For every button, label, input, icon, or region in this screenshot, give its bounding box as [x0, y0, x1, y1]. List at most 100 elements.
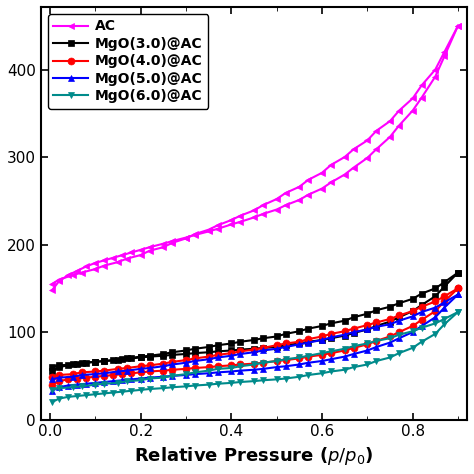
MgO(5.0)@AC — [365, 347, 370, 353]
MgO(3.0)@AC — [92, 359, 98, 365]
MgO(5.0)@AC — [74, 382, 80, 387]
MgO(4.0)@AC — [110, 372, 116, 378]
AC — [92, 260, 98, 266]
AC — [387, 134, 393, 140]
MgO(3.0)@AC — [442, 284, 447, 290]
MgO(3.0)@AC — [65, 363, 71, 368]
MgO(5.0)@AC — [170, 373, 175, 379]
MgO(3.0)@AC — [419, 302, 425, 308]
MgO(4.0)@AC — [49, 382, 55, 387]
MgO(3.0)@AC — [192, 350, 198, 356]
AC — [319, 186, 325, 191]
MgO(6.0)@AC — [351, 365, 356, 370]
MgO(4.0)@AC — [83, 375, 89, 381]
MgO(3.0)@AC — [410, 308, 416, 314]
MgO(3.0)@AC — [110, 357, 116, 363]
MgO(5.0)@AC — [138, 376, 144, 382]
MgO(4.0)@AC — [215, 364, 220, 369]
MgO(3.0)@AC — [296, 341, 302, 346]
MgO(4.0)@AC — [228, 363, 234, 368]
AC — [455, 23, 461, 28]
MgO(5.0)@AC — [56, 384, 62, 390]
AC — [138, 247, 144, 253]
MgO(5.0)@AC — [206, 370, 211, 376]
MgO(3.0)@AC — [306, 339, 311, 345]
X-axis label: Relative Pressure ($p/p_0$): Relative Pressure ($p/p_0$) — [134, 445, 374, 467]
MgO(3.0)@AC — [260, 345, 266, 351]
MgO(4.0)@AC — [92, 374, 98, 380]
MgO(5.0)@AC — [410, 329, 416, 335]
MgO(6.0)@AC — [319, 370, 325, 376]
MgO(6.0)@AC — [101, 391, 107, 396]
AC — [83, 264, 89, 269]
MgO(5.0)@AC — [455, 292, 461, 297]
MgO(4.0)@AC — [274, 358, 280, 364]
AC — [442, 54, 447, 59]
MgO(4.0)@AC — [351, 345, 356, 351]
MgO(5.0)@AC — [237, 368, 243, 374]
AC — [396, 123, 402, 128]
MgO(6.0)@AC — [192, 383, 198, 388]
MgO(5.0)@AC — [160, 374, 166, 380]
MgO(4.0)@AC — [455, 285, 461, 291]
MgO(3.0)@AC — [128, 356, 134, 361]
MgO(6.0)@AC — [183, 383, 189, 389]
MgO(3.0)@AC — [228, 347, 234, 353]
Line: MgO(3.0)@AC: MgO(3.0)@AC — [49, 269, 462, 375]
MgO(6.0)@AC — [119, 389, 125, 394]
MgO(3.0)@AC — [237, 347, 243, 353]
MgO(6.0)@AC — [49, 399, 55, 405]
AC — [128, 250, 134, 255]
MgO(5.0)@AC — [183, 372, 189, 378]
MgO(5.0)@AC — [251, 367, 257, 373]
Legend: AC, MgO(3.0)@AC, MgO(4.0)@AC, MgO(5.0)@AC, MgO(6.0)@AC: AC, MgO(3.0)@AC, MgO(4.0)@AC, MgO(5.0)@A… — [48, 14, 208, 109]
MgO(6.0)@AC — [56, 396, 62, 401]
MgO(5.0)@AC — [119, 377, 125, 383]
MgO(6.0)@AC — [206, 382, 211, 387]
MgO(3.0)@AC — [342, 333, 347, 338]
MgO(3.0)@AC — [138, 355, 144, 360]
MgO(4.0)@AC — [170, 367, 175, 373]
AC — [192, 232, 198, 238]
MgO(5.0)@AC — [260, 366, 266, 372]
MgO(3.0)@AC — [387, 319, 393, 324]
MgO(3.0)@AC — [74, 361, 80, 366]
AC — [49, 287, 55, 293]
MgO(5.0)@AC — [49, 388, 55, 393]
AC — [410, 108, 416, 113]
AC — [351, 164, 356, 170]
MgO(3.0)@AC — [365, 327, 370, 332]
MgO(3.0)@AC — [101, 358, 107, 364]
MgO(5.0)@AC — [342, 354, 347, 359]
MgO(6.0)@AC — [147, 386, 153, 392]
MgO(4.0)@AC — [65, 376, 71, 382]
MgO(4.0)@AC — [396, 329, 402, 335]
Line: MgO(6.0)@AC: MgO(6.0)@AC — [49, 309, 462, 406]
MgO(3.0)@AC — [170, 352, 175, 358]
MgO(6.0)@AC — [419, 339, 425, 345]
MgO(6.0)@AC — [342, 367, 347, 373]
MgO(4.0)@AC — [374, 338, 379, 344]
MgO(3.0)@AC — [432, 293, 438, 299]
MgO(6.0)@AC — [306, 372, 311, 378]
MgO(6.0)@AC — [274, 376, 280, 382]
MgO(6.0)@AC — [237, 379, 243, 385]
MgO(4.0)@AC — [319, 352, 325, 358]
MgO(3.0)@AC — [215, 348, 220, 354]
MgO(6.0)@AC — [365, 362, 370, 367]
AC — [374, 146, 379, 152]
MgO(3.0)@AC — [319, 337, 325, 343]
MgO(6.0)@AC — [387, 355, 393, 360]
AC — [432, 73, 438, 79]
MgO(5.0)@AC — [328, 356, 334, 362]
MgO(5.0)@AC — [396, 336, 402, 341]
MgO(6.0)@AC — [251, 378, 257, 384]
MgO(3.0)@AC — [283, 342, 289, 348]
MgO(6.0)@AC — [396, 350, 402, 356]
MgO(3.0)@AC — [119, 356, 125, 362]
MgO(5.0)@AC — [192, 371, 198, 377]
AC — [274, 207, 280, 212]
MgO(3.0)@AC — [351, 330, 356, 336]
MgO(4.0)@AC — [365, 342, 370, 347]
MgO(4.0)@AC — [206, 365, 211, 370]
